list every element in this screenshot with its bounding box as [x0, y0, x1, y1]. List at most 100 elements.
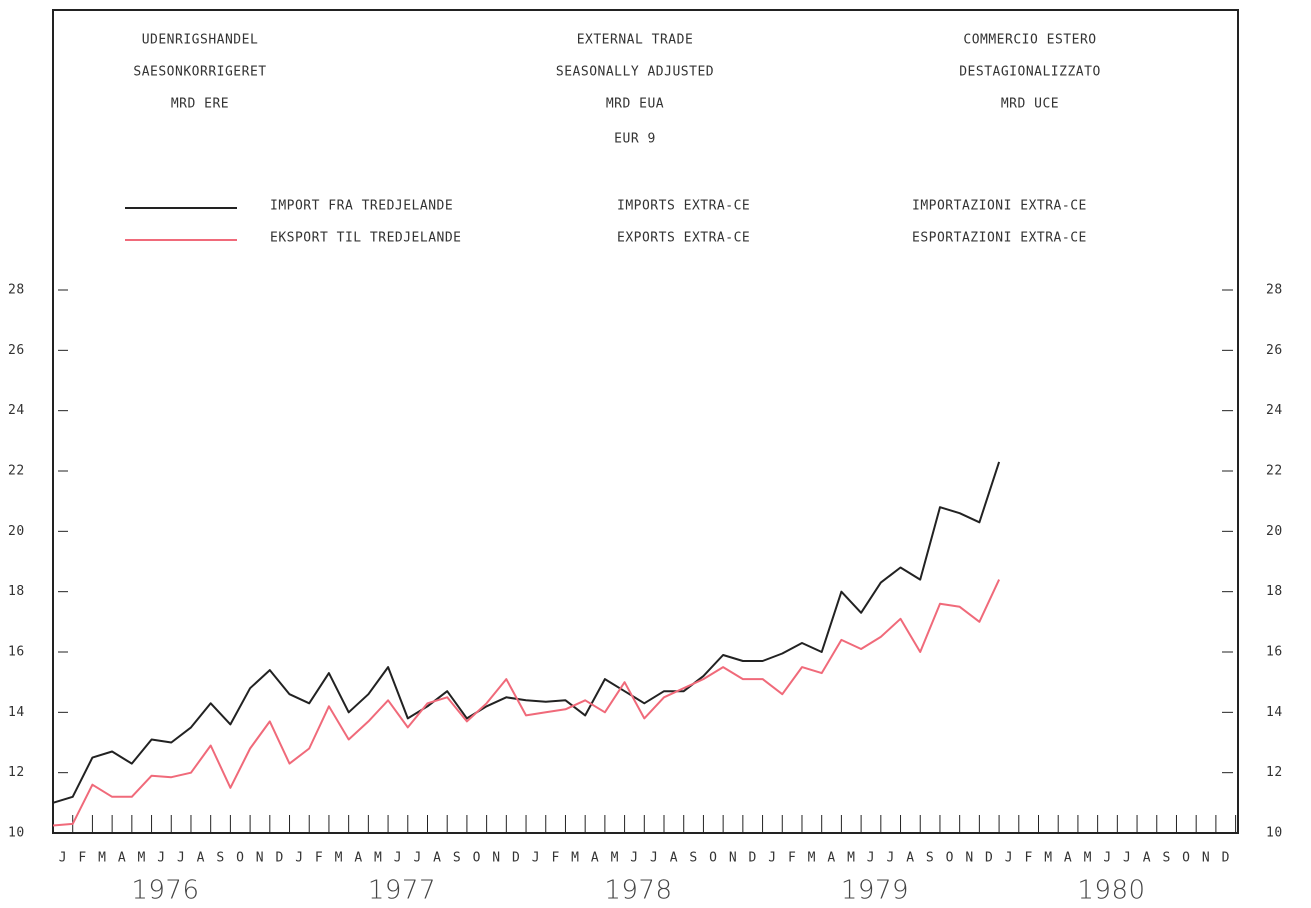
x-tick-label: F	[315, 851, 323, 866]
x-tick-label: N	[1202, 851, 1210, 866]
x-tick-label: S	[689, 851, 697, 866]
y-tick-label: 18	[1266, 584, 1283, 599]
x-tick-label: O	[473, 851, 481, 866]
plot-frame	[52, 9, 1239, 834]
series-line	[52, 461, 1001, 804]
y-tick-label: 12	[8, 765, 25, 780]
y-tick-label: 18	[8, 584, 25, 599]
x-tick-label: J	[1123, 851, 1131, 866]
x-tick-label: M	[98, 851, 106, 866]
x-tick-label: M	[335, 851, 343, 866]
y-tick-label: 14	[8, 705, 25, 720]
x-tick-label: D	[749, 851, 757, 866]
x-tick-label: F	[78, 851, 86, 866]
series-line	[52, 579, 1001, 827]
x-tick-label: J	[1103, 851, 1111, 866]
x-tick-label: N	[492, 851, 500, 866]
legend-label: EXPORTS EXTRA-CE	[617, 231, 750, 246]
x-tick-label: A	[1143, 851, 1151, 866]
x-tick-label: M	[1084, 851, 1092, 866]
x-tick-label: A	[433, 851, 441, 866]
header-text: MRD ERE	[171, 97, 229, 112]
x-tick-label: F	[1024, 851, 1032, 866]
y-tick-label: 28	[1266, 283, 1283, 298]
x-tick-label: D	[1222, 851, 1230, 866]
x-tick-label: N	[965, 851, 973, 866]
subtitle: EUR 9	[614, 132, 656, 147]
header-text: SAESONKORRIGERET	[133, 65, 266, 80]
y-tick-label: 22	[8, 464, 25, 479]
x-tick-label: J	[768, 851, 776, 866]
y-tick-label: 26	[8, 343, 25, 358]
legend-label: IMPORT FRA TREDJELANDE	[270, 199, 453, 214]
x-tick-label: M	[611, 851, 619, 866]
x-tick-label: A	[354, 851, 362, 866]
x-tick-label: A	[591, 851, 599, 866]
y-tick-label: 26	[1266, 343, 1283, 358]
y-tick-label: 10	[1266, 826, 1283, 841]
x-tick-label: J	[867, 851, 875, 866]
x-tick-label: M	[847, 851, 855, 866]
y-tick-label: 14	[1266, 705, 1283, 720]
x-tick-label: D	[276, 851, 284, 866]
y-tick-label: 10	[8, 826, 25, 841]
x-tick-label: J	[650, 851, 658, 866]
x-tick-label: D	[985, 851, 993, 866]
x-tick-label: J	[59, 851, 67, 866]
y-tick-label: 24	[8, 403, 25, 418]
x-tick-label: M	[571, 851, 579, 866]
x-tick-label: J	[413, 851, 421, 866]
header-text: DESTAGIONALIZZATO	[959, 65, 1101, 80]
header-text: SEASONALLY ADJUSTED	[556, 65, 714, 80]
header-text: EXTERNAL TRADE	[577, 33, 694, 48]
y-tick-label: 28	[8, 283, 25, 298]
legend-label: IMPORTAZIONI EXTRA-CE	[912, 199, 1087, 214]
x-tick-label: D	[512, 851, 520, 866]
x-tick-label: F	[788, 851, 796, 866]
x-tick-label: O	[709, 851, 717, 866]
x-tick-label: A	[906, 851, 914, 866]
y-tick-label: 24	[1266, 403, 1283, 418]
header-text: MRD EUA	[606, 97, 664, 112]
x-tick-label: O	[1182, 851, 1190, 866]
x-tick-label: S	[216, 851, 224, 866]
x-tick-label: S	[1162, 851, 1170, 866]
legend-label: IMPORTS EXTRA-CE	[617, 199, 750, 214]
x-tick-label: J	[394, 851, 402, 866]
y-tick-label: 12	[1266, 765, 1283, 780]
x-tick-label: S	[926, 851, 934, 866]
x-tick-label: J	[295, 851, 303, 866]
header-text: COMMERCIO ESTERO	[963, 33, 1096, 48]
y-tick-label: 20	[8, 524, 25, 539]
x-tick-label: M	[374, 851, 382, 866]
x-tick-label: J	[177, 851, 185, 866]
x-tick-label: F	[551, 851, 559, 866]
y-tick-label: 22	[1266, 464, 1283, 479]
y-tick-label: 16	[1266, 645, 1283, 660]
legend-label: ESPORTAZIONI EXTRA-CE	[912, 231, 1087, 246]
x-tick-label: J	[630, 851, 638, 866]
x-tick-label: A	[670, 851, 678, 866]
year-label: 1980	[1077, 876, 1145, 906]
x-tick-label: O	[946, 851, 954, 866]
x-tick-label: J	[887, 851, 895, 866]
x-tick-label: A	[197, 851, 205, 866]
header-text: MRD UCE	[1001, 97, 1059, 112]
x-tick-label: N	[729, 851, 737, 866]
year-label: 1977	[368, 876, 436, 906]
x-tick-label: J	[1005, 851, 1013, 866]
x-tick-label: J	[157, 851, 165, 866]
x-tick-label: N	[256, 851, 264, 866]
x-tick-label: A	[827, 851, 835, 866]
legend-label: EKSPORT TIL TREDJELANDE	[270, 231, 462, 246]
x-tick-label: J	[532, 851, 540, 866]
year-label: 1979	[841, 876, 909, 906]
year-label: 1978	[604, 876, 672, 906]
x-tick-label: M	[808, 851, 816, 866]
x-tick-label: S	[453, 851, 461, 866]
y-tick-label: 16	[8, 645, 25, 660]
year-label: 1976	[131, 876, 199, 906]
x-tick-label: O	[236, 851, 244, 866]
header-text: UDENRIGSHANDEL	[142, 33, 259, 48]
